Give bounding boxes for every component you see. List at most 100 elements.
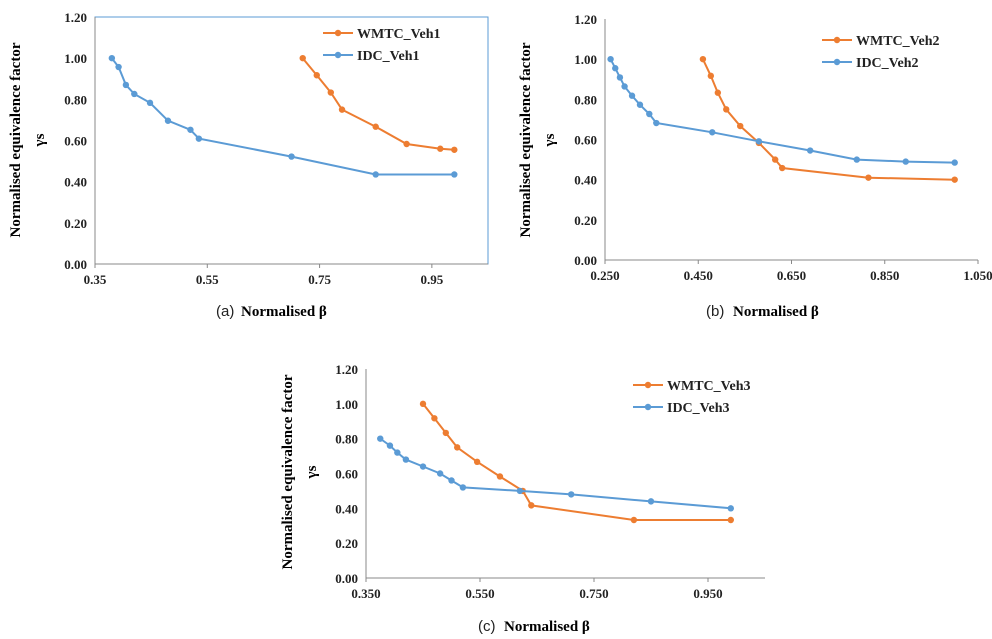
legend-marker-IDC_Veh3 xyxy=(644,403,652,411)
series-line-WMTC_Veh2 xyxy=(701,58,955,181)
data-point-IDC_Veh1 xyxy=(146,99,154,107)
data-point-IDC_Veh2 xyxy=(951,159,958,166)
series-line-IDC_Veh2 xyxy=(609,58,955,164)
data-point-WMTC_Veh2 xyxy=(723,106,730,113)
y-tick-label: 0.60 xyxy=(64,134,87,149)
x-tick-label: 0.55 xyxy=(196,272,219,287)
data-point-WMTC_Veh1 xyxy=(403,140,410,148)
panel-c-ticks: 0.00 0.20 0.40 0.60 0.80 1.00 1.20 0.350 0.550 0.… xyxy=(335,362,765,601)
legend-marker-WMTC_Veh1 xyxy=(334,29,342,37)
y-tick-label: 0.20 xyxy=(335,536,358,551)
data-point-IDC_Veh2 xyxy=(646,110,653,118)
panel-b-legend: WMTC_Veh2 IDC_Veh2 xyxy=(822,34,940,71)
x-tick-label: 0.250 xyxy=(590,268,619,283)
y-tick-label: 0.60 xyxy=(335,467,358,482)
data-point-IDC_Veh1 xyxy=(195,135,203,142)
series-line-IDC_Veh1 xyxy=(111,57,455,176)
data-point-WMTC_Veh3 xyxy=(473,458,481,466)
y-tick-label: 0.80 xyxy=(64,92,87,107)
data-point-WMTC_Veh3 xyxy=(496,473,504,480)
data-point-WMTC_Veh2 xyxy=(865,174,872,181)
panel-a-xlabel: Normalised β xyxy=(241,304,327,320)
data-point-WMTC_Veh3 xyxy=(528,502,535,509)
y-tick-label: 0.00 xyxy=(335,571,358,586)
data-point-WMTC_Veh2 xyxy=(737,122,744,130)
data-point-WMTC_Veh1 xyxy=(327,89,334,96)
x-tick-label: 0.750 xyxy=(579,586,608,601)
legend-marker-WMTC_Veh3 xyxy=(644,381,652,389)
data-point-WMTC_Veh2 xyxy=(771,156,779,163)
data-point-IDC_Veh1 xyxy=(451,171,458,178)
data-point-IDC_Veh1 xyxy=(115,63,122,71)
data-point-WMTC_Veh2 xyxy=(699,55,707,63)
series-line-WMTC_Veh3 xyxy=(422,403,731,521)
data-point-IDC_Veh3 xyxy=(727,505,734,512)
panel-b-ticks: 0.00 0.20 0.40 0.60 0.80 1.00 1.20 0.250 0.450 0.… xyxy=(574,12,992,283)
legend-label: WMTC_Veh2 xyxy=(856,34,940,49)
data-point-WMTC_Veh1 xyxy=(338,106,346,113)
x-tick-label: 0.35 xyxy=(84,272,107,287)
panel-a-caption-prefix: (a) xyxy=(216,303,234,320)
data-point-IDC_Veh1 xyxy=(108,54,116,62)
data-point-IDC_Veh3 xyxy=(419,463,427,470)
panel-c-caption-prefix: (c) xyxy=(478,618,496,635)
panel-c-legend: WMTC_Veh3 IDC_Veh3 xyxy=(633,379,751,416)
panel-a-border xyxy=(94,16,489,265)
data-point-IDC_Veh1 xyxy=(164,117,172,124)
panel-a-series xyxy=(108,54,458,178)
y-tick-label: 0.00 xyxy=(64,257,87,272)
data-point-IDC_Veh2 xyxy=(653,119,660,127)
y-tick-label: 0.00 xyxy=(574,253,597,268)
data-point-WMTC_Veh1 xyxy=(299,54,306,62)
series-line-WMTC_Veh1 xyxy=(301,57,455,151)
y-tick-label: 0.20 xyxy=(64,216,87,231)
y-tick-label: 1.00 xyxy=(64,51,87,66)
data-point-IDC_Veh1 xyxy=(288,153,295,160)
data-point-IDC_Veh2 xyxy=(621,83,628,90)
data-point-WMTC_Veh2 xyxy=(778,164,786,172)
y-tick-label: 1.20 xyxy=(64,10,87,25)
data-point-WMTC_Veh3 xyxy=(454,444,461,451)
data-point-IDC_Veh2 xyxy=(628,92,636,99)
panel-a-ylabel-sub: γs xyxy=(32,133,48,147)
x-tick-label: 0.550 xyxy=(465,586,494,601)
data-point-WMTC_Veh2 xyxy=(707,72,715,80)
legend-label: IDC_Veh3 xyxy=(667,401,730,416)
x-tick-label: 0.75 xyxy=(308,272,331,287)
legend-label: IDC_Veh1 xyxy=(357,49,420,64)
data-point-WMTC_Veh3 xyxy=(419,400,427,408)
x-tick-label: 0.650 xyxy=(777,268,806,283)
panel-c-ylabel: Normalised equivalence factor xyxy=(280,374,296,569)
data-point-WMTC_Veh3 xyxy=(727,516,734,524)
y-tick-label: 1.00 xyxy=(574,52,597,67)
y-tick-label: 1.00 xyxy=(335,397,358,412)
data-point-IDC_Veh1 xyxy=(187,126,194,133)
panel-b-xlabel: Normalised β xyxy=(733,304,819,320)
y-tick-label: 1.20 xyxy=(574,12,597,27)
data-point-IDC_Veh3 xyxy=(377,435,384,442)
legend-marker-IDC_Veh2 xyxy=(833,58,841,66)
x-tick-label: 0.850 xyxy=(870,268,899,283)
data-point-IDC_Veh3 xyxy=(402,456,410,463)
data-point-WMTC_Veh2 xyxy=(951,176,958,183)
panel-b-ylabel-sub: γs xyxy=(542,133,558,147)
data-point-WMTC_Veh1 xyxy=(451,146,458,153)
y-tick-label: 1.20 xyxy=(335,362,358,377)
x-tick-label: 0.350 xyxy=(351,586,380,601)
data-point-IDC_Veh3 xyxy=(386,442,394,449)
panel-b-caption-prefix: (b) xyxy=(706,303,724,320)
data-point-IDC_Veh3 xyxy=(394,449,401,456)
panel-a-legend: WMTC_Veh1 IDC_Veh1 xyxy=(323,27,441,64)
data-point-IDC_Veh1 xyxy=(131,90,138,98)
data-point-IDC_Veh1 xyxy=(122,81,130,89)
data-point-WMTC_Veh3 xyxy=(431,415,438,422)
data-point-IDC_Veh3 xyxy=(436,470,444,477)
panel-c: 0.00 0.20 0.40 0.60 0.80 1.00 1.20 0.350 0.550 0.… xyxy=(280,362,765,635)
data-point-IDC_Veh3 xyxy=(647,498,655,505)
y-tick-label: 0.40 xyxy=(64,175,87,190)
data-point-WMTC_Veh1 xyxy=(372,123,379,130)
panel-a-ticks: 0.00 0.20 0.40 0.60 0.80 1.00 1.20 0.35 0.55 0.75… xyxy=(64,10,488,287)
panel-b: 0.00 0.20 0.40 0.60 0.80 1.00 1.20 0.250 0.450 0.… xyxy=(518,12,992,320)
y-tick-label: 0.80 xyxy=(335,432,358,447)
